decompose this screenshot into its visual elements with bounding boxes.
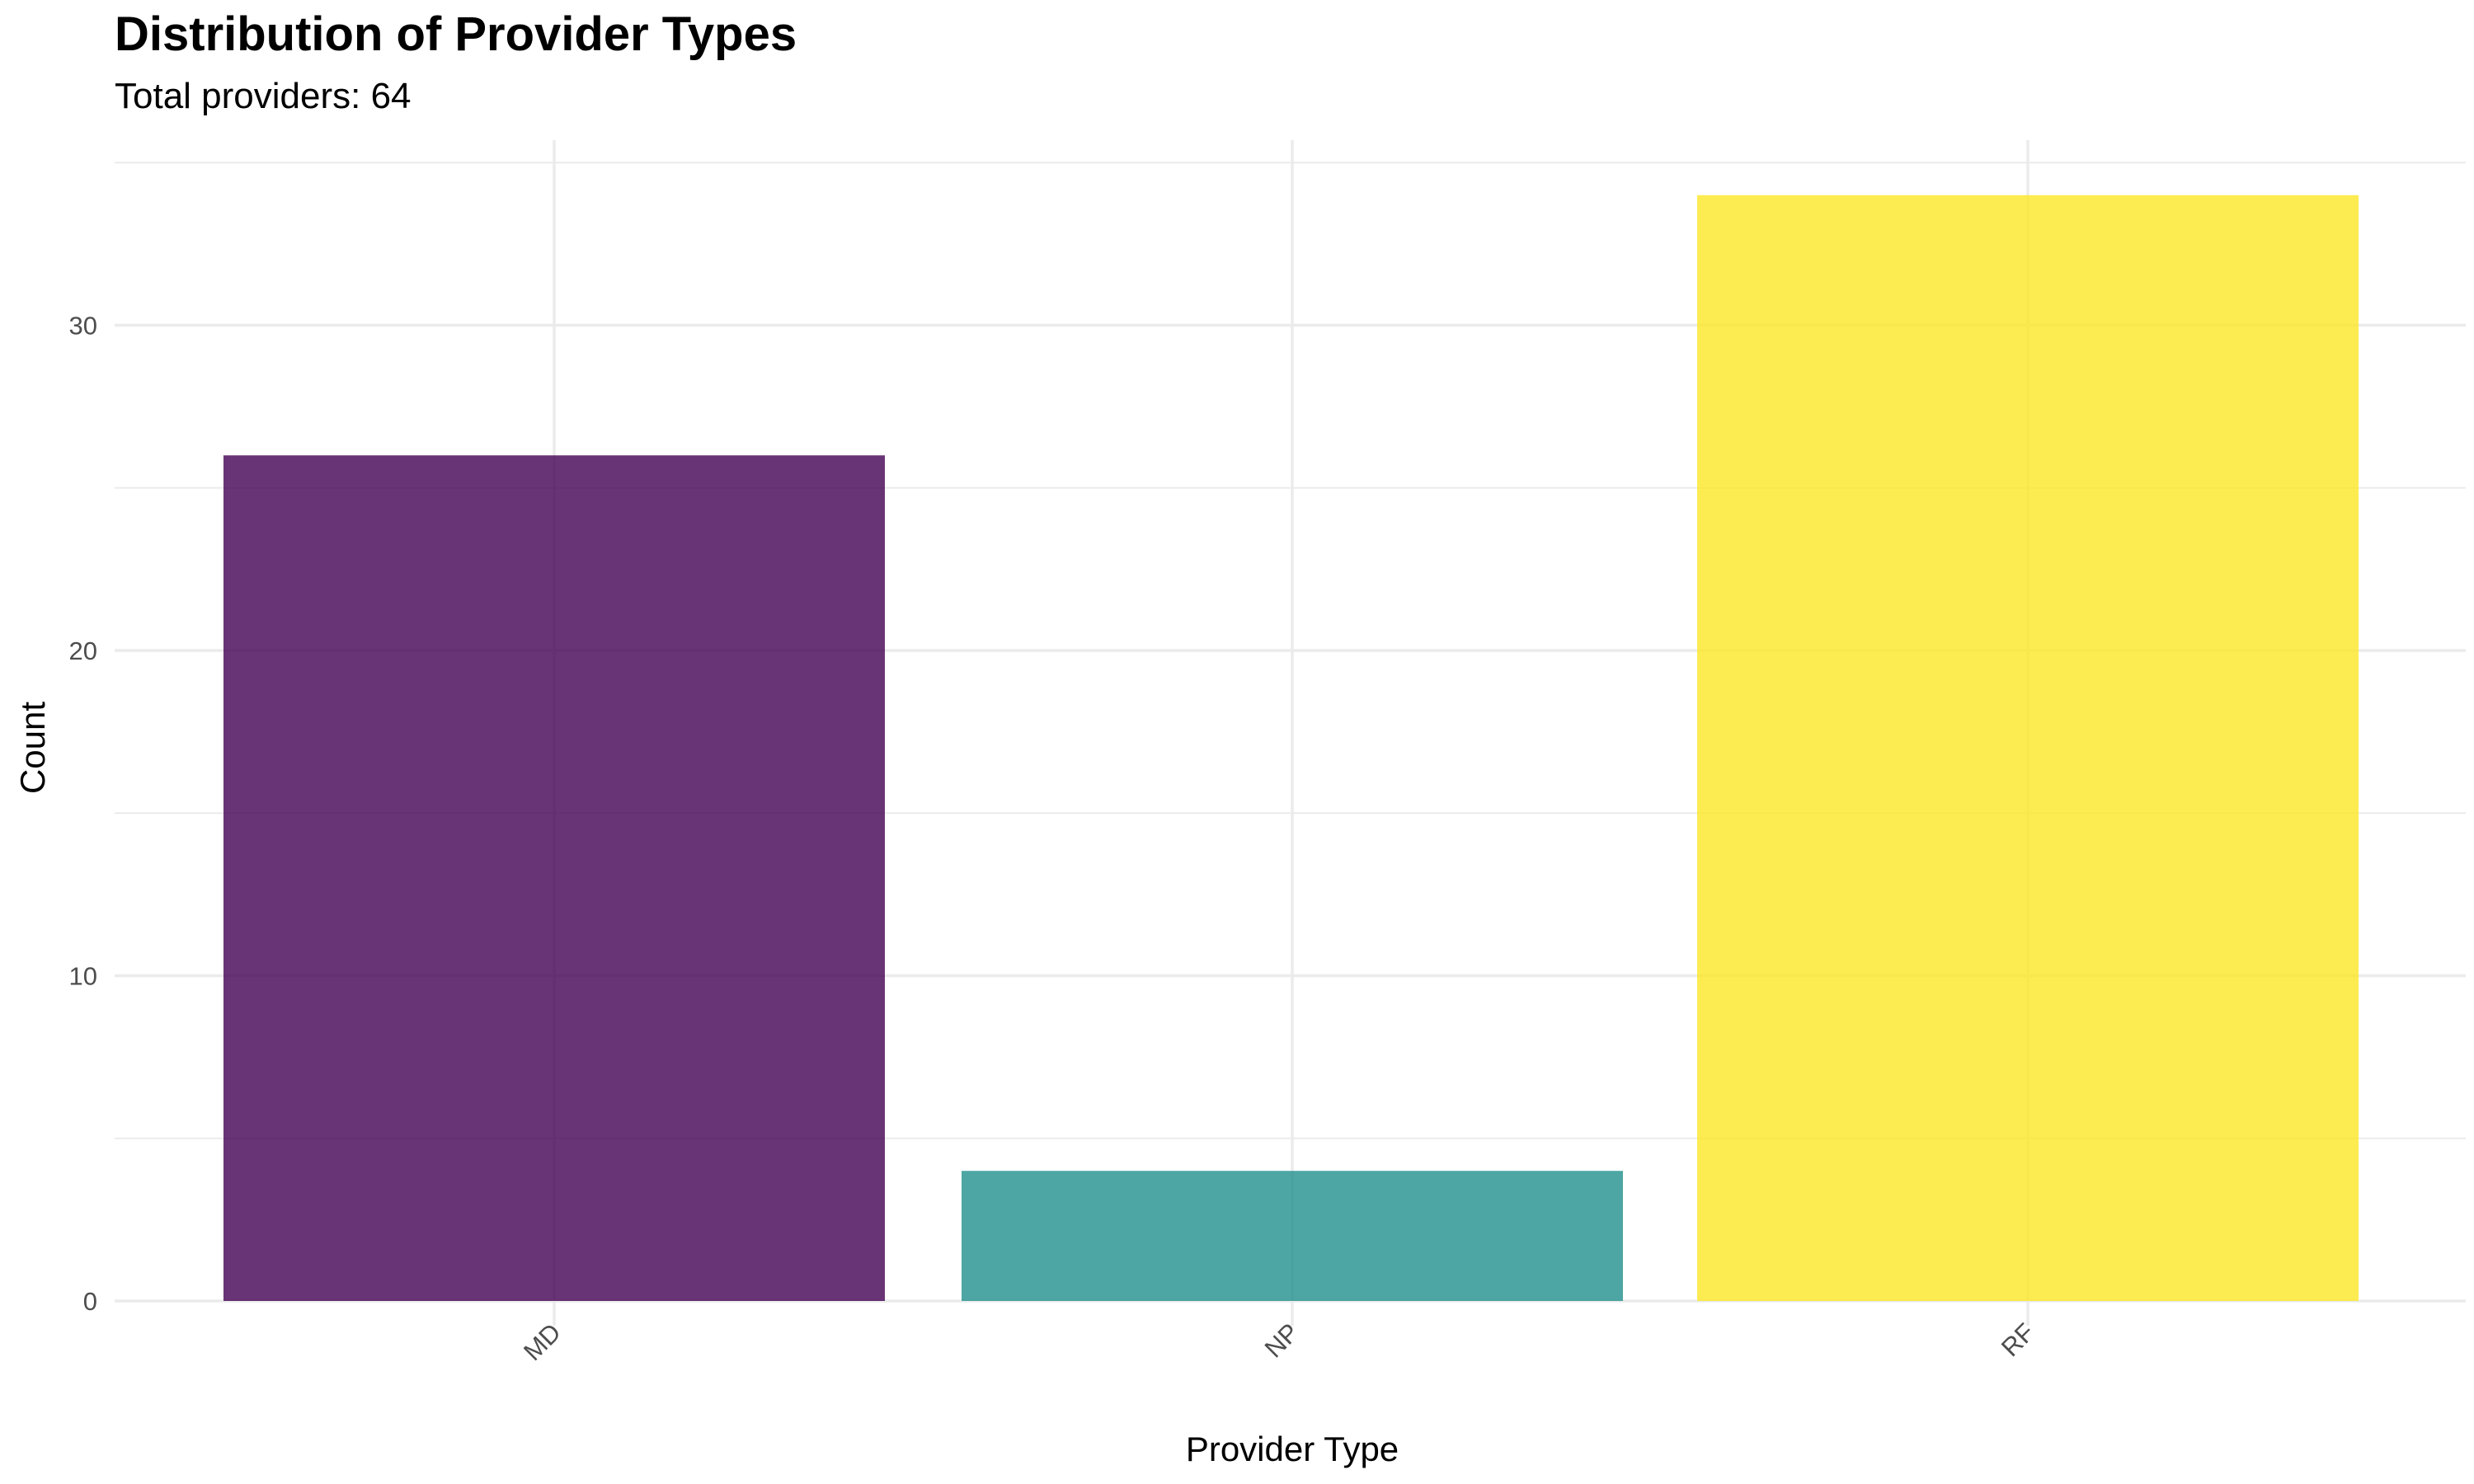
- y-tick-label: 30: [69, 312, 97, 340]
- y-tick-label: 20: [69, 636, 97, 665]
- bar-rf: [1697, 195, 2359, 1302]
- x-tick-label: NP: [1259, 1317, 1305, 1363]
- y-axis-title: Count: [13, 702, 52, 794]
- bar-layer: [223, 195, 2359, 1302]
- y-tick-label: 0: [83, 1287, 97, 1316]
- y-tick-label: 10: [69, 962, 97, 991]
- x-tick-label: RF: [1996, 1317, 2040, 1362]
- chart-subtitle: Total providers: 64: [115, 76, 412, 116]
- bar-md: [223, 455, 885, 1301]
- x-axis-title: Provider Type: [1186, 1430, 1399, 1468]
- y-tick-labels: 0 10 20 30: [69, 312, 97, 1317]
- x-tick-label: MD: [518, 1317, 567, 1366]
- bar-np: [962, 1171, 1623, 1301]
- chart-title: Distribution of Provider Types: [115, 7, 797, 61]
- x-tick-labels: MD NP RF: [518, 1317, 2040, 1366]
